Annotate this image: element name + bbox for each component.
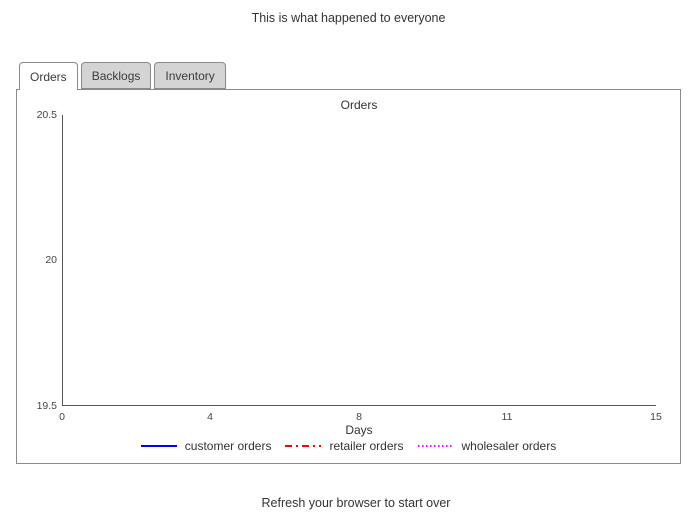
x-tick-label: 8 — [356, 411, 362, 423]
tab-inventory-label: Inventory — [165, 68, 215, 83]
x-axis-label: Days — [345, 423, 373, 437]
legend-label: retailer orders — [329, 439, 404, 453]
x-tick-label: 15 — [650, 411, 662, 423]
legend-item-retailer-orders: retailer orders — [285, 439, 404, 453]
y-tick-label: 20.5 — [36, 109, 57, 121]
legend-item-wholesaler-orders: wholesaler orders — [417, 439, 557, 453]
retailer-orders-line-icon — [285, 445, 322, 447]
wholesaler-orders-line-icon — [417, 445, 454, 447]
tab-orders-label: Orders — [30, 69, 67, 84]
x-tick-label: 0 — [59, 411, 65, 423]
tab-inventory[interactable]: Inventory — [154, 62, 226, 89]
legend-item-customer-orders: customer orders — [140, 439, 272, 453]
tab-backlogs-label: Backlogs — [91, 68, 141, 83]
chart-plot-area — [62, 115, 656, 406]
orders-tab-panel: Orders 20.5 20 19.5 0 4 8 11 15 Days cus… — [16, 89, 681, 464]
tab-bar: Orders Backlogs Inventory — [19, 62, 226, 90]
y-tick-label: 19.5 — [36, 400, 57, 412]
y-tick-label: 20 — [45, 254, 57, 266]
tab-orders[interactable]: Orders — [19, 62, 78, 90]
page-title: This is what happened to everyone — [251, 11, 446, 25]
x-tick-label: 11 — [501, 411, 513, 423]
chart-legend: customer orders retailer orders wholesal… — [17, 439, 680, 453]
tab-backlogs[interactable]: Backlogs — [80, 62, 152, 89]
x-tick-label: 4 — [207, 411, 213, 423]
refresh-instruction: Refresh your browser to start over — [261, 496, 451, 510]
legend-label: wholesaler orders — [461, 439, 557, 453]
legend-label: customer orders — [184, 439, 272, 453]
customer-orders-line-icon — [140, 445, 177, 447]
chart-title: Orders — [340, 98, 378, 112]
